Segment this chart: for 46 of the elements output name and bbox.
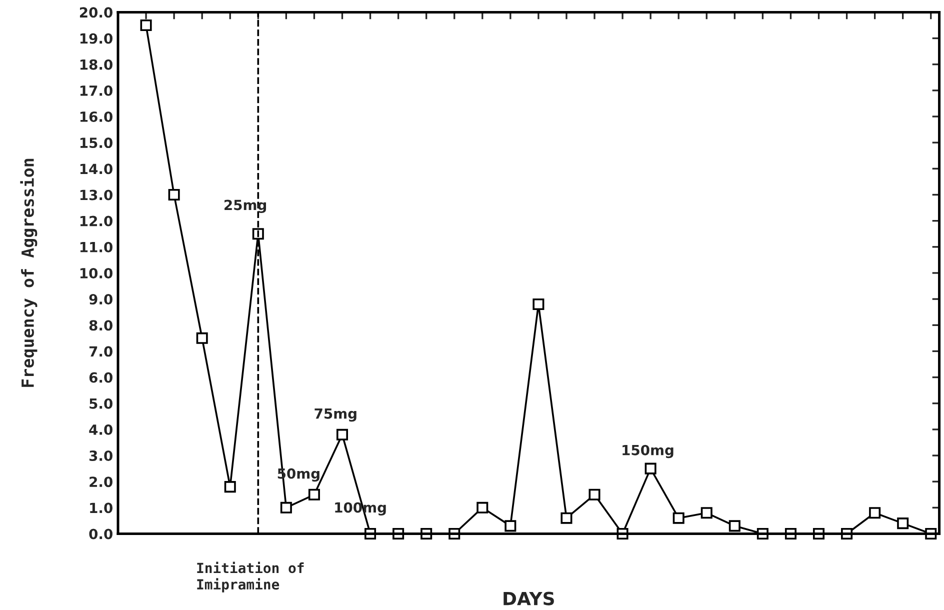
y-tick-label: 11.0 (80, 242, 112, 252)
y-tick-label: 10.0 (80, 268, 112, 278)
point (560, 512, 572, 524)
y-tick-label: 3.0 (89, 450, 112, 461)
point (140, 19, 152, 32)
y-tick-label: 2.0 (90, 476, 112, 488)
point (336, 428, 348, 440)
point (728, 520, 740, 532)
y-tick-label: 15.0 (80, 138, 112, 148)
annotation: 75mg (314, 408, 356, 422)
point (700, 507, 712, 519)
point (224, 481, 236, 493)
y-tick-label: 20.0 (80, 7, 112, 18)
point (532, 298, 544, 310)
y-tick-label: 13.0 (80, 190, 112, 200)
y-tick-label: 5.0 (90, 398, 112, 409)
point (869, 507, 881, 519)
y-tick-label: 4.0 (89, 424, 112, 435)
y-tick-label: 19.0 (80, 33, 112, 44)
annotation: 25mg (224, 200, 266, 213)
point (672, 512, 684, 524)
point (476, 502, 488, 514)
y-tick-label: 18.0 (80, 59, 112, 70)
y-tick-label: 12.0 (80, 216, 112, 226)
y-tick-label: 17.0 (80, 85, 112, 96)
y-tick-label: 16.0 (80, 111, 112, 122)
point (644, 462, 656, 474)
point (252, 228, 264, 240)
y-axis-title: Frequency of Aggression (20, 158, 38, 387)
y-tick-label: 9.0 (89, 294, 112, 305)
y-tick-label: 7.0 (89, 346, 112, 357)
point (308, 488, 320, 500)
point (196, 332, 208, 344)
point (280, 502, 292, 514)
point (168, 188, 180, 201)
y-tick-label: 1.0 (90, 502, 112, 514)
point (504, 520, 516, 532)
y-tick-label: 0.0 (89, 528, 112, 540)
y-tick-label: 8.0 (89, 320, 112, 331)
y-tick-label: 6.0 (89, 372, 112, 383)
point (588, 488, 600, 500)
text: Initiation of Imipramine (197, 562, 304, 592)
x-axis-title: DAYS (504, 592, 554, 606)
annotation: 150mg (622, 444, 674, 458)
point (897, 518, 909, 530)
y-tick-label: 14.0 (80, 164, 112, 174)
